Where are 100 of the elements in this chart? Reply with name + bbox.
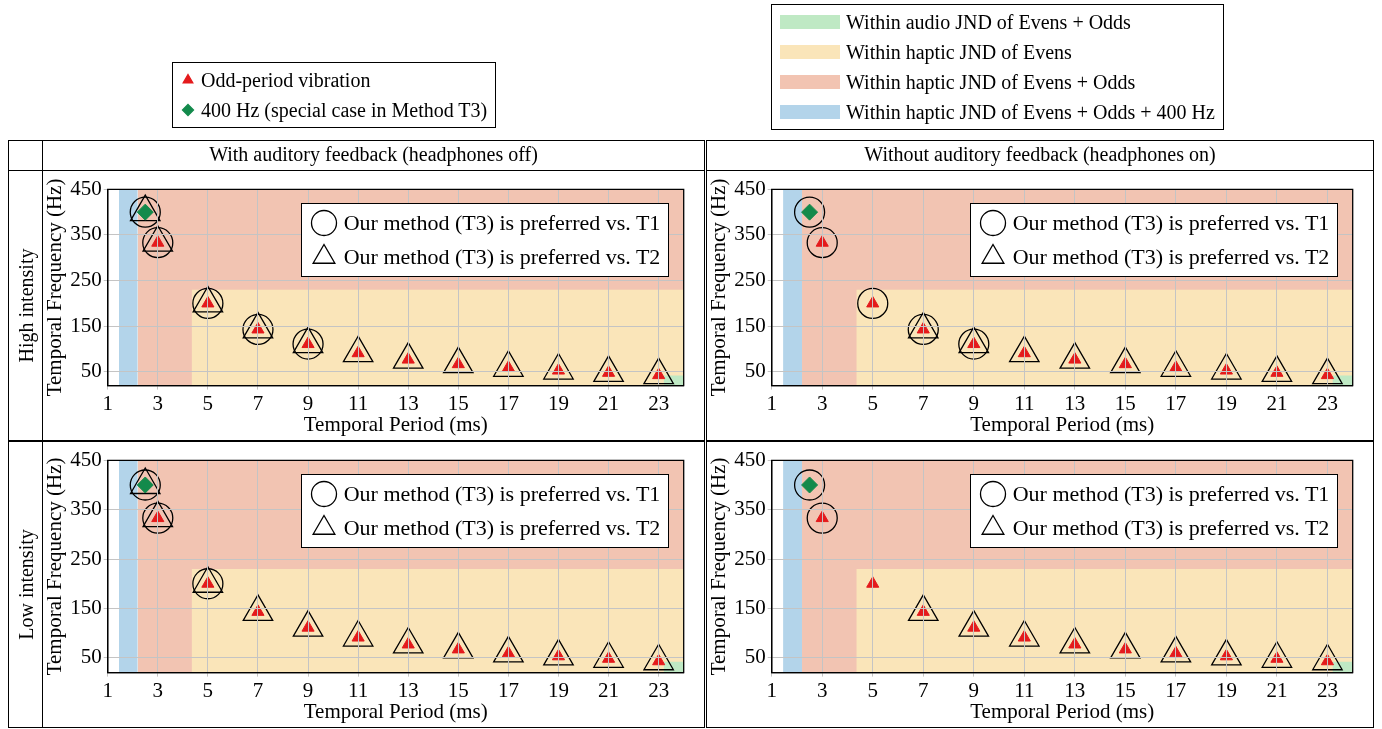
y-axis-title: Temporal Frequency (Hz) xyxy=(42,457,67,676)
point xyxy=(1211,638,1242,666)
y-tick-label: 450 xyxy=(734,446,766,471)
y-tick-label: 250 xyxy=(70,267,102,292)
point xyxy=(129,469,161,501)
legend-label: Our method (T3) is preferred vs. T2 xyxy=(1012,514,1330,543)
point xyxy=(242,594,274,622)
x-tick-label: 19 xyxy=(547,677,569,702)
y-tick-label: 50 xyxy=(744,358,766,383)
x-tick-label: 21 xyxy=(1266,390,1288,415)
x-tick-label: 7 xyxy=(252,390,264,415)
x-tick-label: 23 xyxy=(648,677,670,702)
y-axis-title: Temporal Frequency (Hz) xyxy=(706,178,731,397)
point xyxy=(442,631,474,659)
chart-title: Without auditory feedback (headphones on) xyxy=(863,143,1217,166)
legend-label: Our method (T3) is preferred vs. T1 xyxy=(343,480,661,509)
y-tick-label: 450 xyxy=(70,175,102,200)
point xyxy=(907,313,939,346)
point xyxy=(342,619,374,647)
point xyxy=(292,610,324,637)
y-tick-label: 350 xyxy=(734,496,766,521)
x-tick-label: 1 xyxy=(766,677,777,702)
point xyxy=(643,643,675,671)
point xyxy=(866,576,880,588)
y-tick-label: 150 xyxy=(734,312,766,337)
x-tick-label: 5 xyxy=(202,677,214,702)
point xyxy=(793,196,826,228)
point xyxy=(1008,619,1040,647)
y-tick-label: 150 xyxy=(70,594,102,619)
x-tick-label: 17 xyxy=(1165,390,1187,415)
x-tick-label: 7 xyxy=(918,390,929,415)
y-tick-label: 350 xyxy=(734,221,766,246)
chart-title: With auditory feedback (headphones off) xyxy=(208,143,539,166)
y-tick-label: 450 xyxy=(734,175,766,200)
y-tick-label: 350 xyxy=(70,496,102,521)
x-tick-label: 3 xyxy=(816,677,828,702)
legend-label: Our method (T3) is preferred vs. T2 xyxy=(343,514,661,543)
x-tick-label: 3 xyxy=(816,390,828,415)
y-axis-title: Temporal Frequency (Hz) xyxy=(42,178,67,397)
point xyxy=(1261,641,1293,668)
point xyxy=(958,328,990,360)
point xyxy=(543,638,574,666)
x-tick-label: 1 xyxy=(766,390,777,415)
y-tick-label: 250 xyxy=(734,545,766,570)
legend-label: Within audio JND of Evens + Odds xyxy=(846,10,1131,35)
legend-label: Our method (T3) is preferred vs. T2 xyxy=(1012,243,1330,272)
point xyxy=(1059,626,1091,654)
legend-label: Our method (T3) is preferred vs. T1 xyxy=(1012,480,1330,509)
text: Low intensity xyxy=(14,527,38,642)
x-tick-label: 19 xyxy=(1215,390,1237,415)
y-tick-label: 250 xyxy=(734,267,766,292)
point xyxy=(793,469,826,501)
x-tick-label: 3 xyxy=(152,677,164,702)
y-tick-label: 150 xyxy=(70,312,102,337)
x-tick-label: 1 xyxy=(102,677,113,702)
x-tick-label: 7 xyxy=(918,677,929,702)
y-tick-label: 50 xyxy=(744,644,766,669)
point xyxy=(1312,643,1343,671)
legend-label: Within haptic JND of Evens + Odds xyxy=(846,70,1136,96)
x-tick-label: 17 xyxy=(497,677,519,702)
y-axis-title: Temporal Frequency (Hz) xyxy=(706,457,731,676)
legend-label: Our method (T3) is preferred vs. T1 xyxy=(1012,209,1330,238)
y-tick-label: 450 xyxy=(70,446,102,471)
y-tick-label: 250 xyxy=(70,545,102,570)
x-tick-label: 17 xyxy=(497,390,519,415)
x-tick-label: 21 xyxy=(598,677,620,702)
legend-label: Our method (T3) is preferred vs. T2 xyxy=(343,243,661,272)
point xyxy=(142,502,174,534)
y-tick-label: 150 xyxy=(734,594,766,619)
x-tick-label: 19 xyxy=(1215,677,1237,702)
point xyxy=(958,610,990,637)
x-tick-label: 7 xyxy=(252,677,264,702)
x-tick-label: 5 xyxy=(867,677,878,702)
x-tick-label: 23 xyxy=(1316,677,1338,702)
x-tick-label: 3 xyxy=(152,390,164,415)
x-tick-label: 21 xyxy=(598,390,620,415)
point xyxy=(392,626,424,654)
x-tick-label: 23 xyxy=(648,390,670,415)
x-tick-label: 23 xyxy=(1316,390,1338,415)
x-tick-label: 17 xyxy=(1165,677,1187,702)
x-tick-label: 1 xyxy=(102,390,113,415)
point xyxy=(493,635,524,663)
x-tick-label: 19 xyxy=(547,390,569,415)
x-tick-label: 5 xyxy=(202,390,214,415)
point xyxy=(806,227,838,259)
x-tick-label: 21 xyxy=(1266,677,1288,702)
y-tick-label: 50 xyxy=(80,358,102,383)
y-tick-label: 350 xyxy=(70,221,102,246)
legend-label: Our method (T3) is preferred vs. T1 xyxy=(343,209,661,238)
legend-label: Within haptic JND of Evens + Odds + 400 Hz xyxy=(846,100,1215,126)
y-tick-label: 50 xyxy=(80,644,102,669)
point xyxy=(857,287,889,320)
point xyxy=(593,641,624,668)
point xyxy=(1160,635,1192,663)
legend-label: Odd-period vibration xyxy=(201,68,371,94)
text: High intensity xyxy=(14,247,38,364)
point xyxy=(1109,631,1141,659)
point xyxy=(806,502,838,534)
x-tick-label: 5 xyxy=(867,390,878,415)
legend-label: 400 Hz (special case in Method T3) xyxy=(201,98,488,124)
